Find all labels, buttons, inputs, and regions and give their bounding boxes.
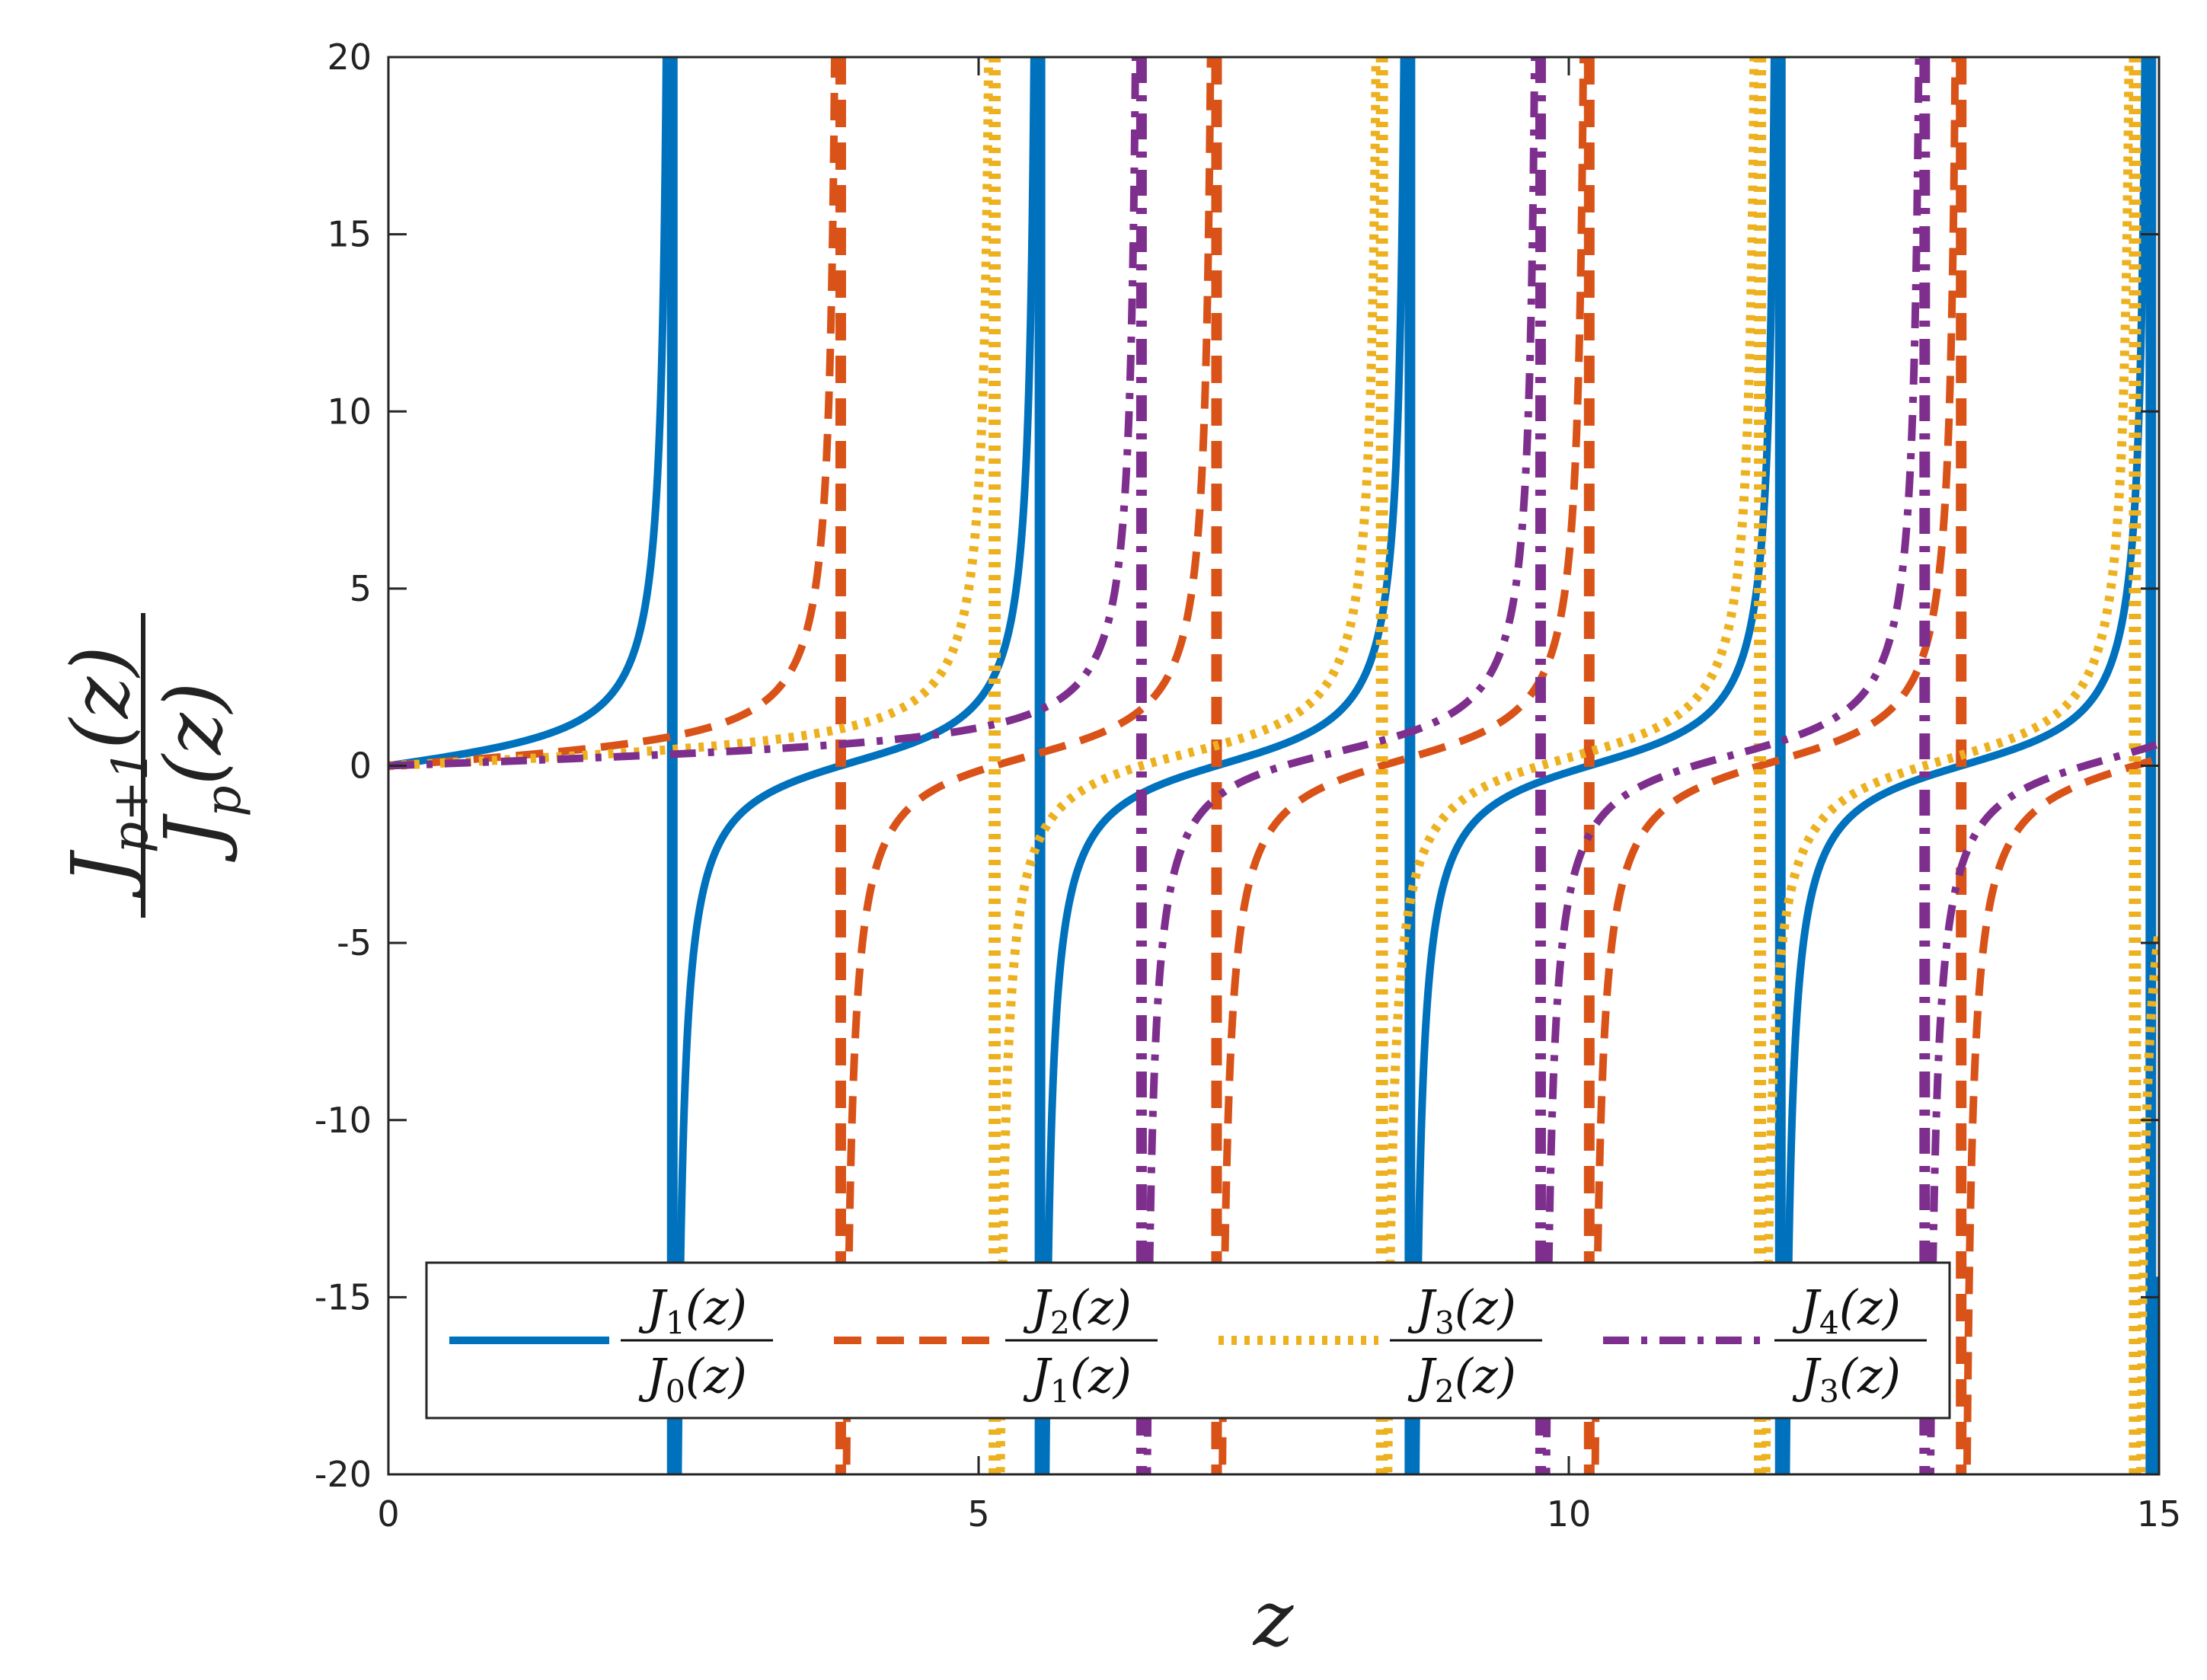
y-tick-label: 20 (327, 37, 372, 78)
legend-label-numerator: J1(z) (638, 1279, 747, 1342)
legend-label-numerator: J2(z) (1023, 1279, 1132, 1342)
legend-label-denominator: J0(z) (638, 1348, 747, 1410)
y-axis-label-numerator: Jp+1(z) (54, 646, 159, 899)
x-tick-label: 5 (967, 1493, 989, 1535)
legend-entry-4: J4(z)J3(z) (1603, 1279, 1927, 1410)
y-tick-label: -10 (315, 1100, 372, 1141)
legend-label-denominator: J3(z) (1792, 1348, 1901, 1410)
x-tick-label: 0 (377, 1493, 399, 1535)
legend: J1(z)J0(z)J2(z)J1(z)J3(z)J2(z)J4(z)J3(z) (425, 1261, 1951, 1420)
y-tick-label: 5 (350, 568, 372, 609)
legend-label-numerator: J4(z) (1792, 1279, 1901, 1342)
x-axis-label: z (1253, 1574, 1295, 1663)
x-tick-label: 15 (2137, 1493, 2182, 1535)
y-tick-label: -20 (315, 1454, 372, 1495)
y-tick-label: 10 (327, 391, 372, 432)
series-layer (388, 57, 2159, 1474)
series-line-4 (388, 57, 2159, 1474)
legend-label-denominator: J1(z) (1023, 1348, 1132, 1410)
series-line-3 (388, 57, 2159, 1474)
y-tick-label: 15 (327, 214, 372, 255)
legend-entry-2: J2(z)J1(z) (834, 1279, 1158, 1410)
y-tick-label: -5 (337, 922, 372, 963)
ticks-layer: 0 5 10 15 -20 -15 -10 -5 0 5 10 15 20 (315, 37, 2181, 1535)
legend-label-denominator: J2(z) (1407, 1348, 1516, 1410)
x-tick-label: 10 (1547, 1493, 1592, 1535)
legend-label-numerator: J3(z) (1407, 1279, 1516, 1342)
y-tick-label: -15 (315, 1276, 372, 1317)
y-tick-label: 0 (350, 746, 372, 787)
y-axis-label-denominator: Jp(z) (147, 682, 252, 863)
series-line-2 (388, 57, 2159, 1474)
y-axis-label: Jp+1(z) Jp(z) (54, 613, 252, 918)
series-line-1 (388, 57, 2159, 1474)
